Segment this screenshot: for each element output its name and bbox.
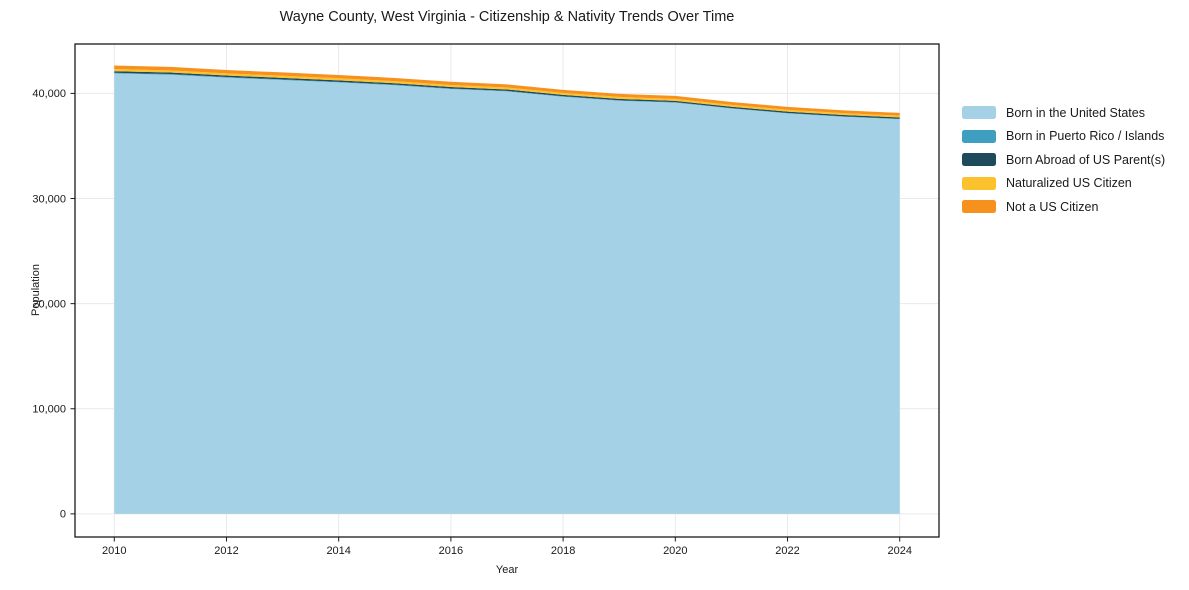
x-axis-label: Year — [495, 564, 519, 576]
legend-swatch — [962, 200, 996, 214]
x-tick-label: 2014 — [326, 545, 350, 557]
legend-label: Born Abroad of US Parent(s) — [1006, 152, 1166, 167]
area-naturalized-us-citizen — [114, 69, 900, 118]
legend: Born in the United States Born in Puerto … — [962, 101, 1165, 219]
x-tick-label: 2024 — [887, 545, 911, 557]
area-born-in-the-united-states — [114, 73, 900, 514]
legend-label: Born in the United States — [1006, 105, 1145, 120]
y-tick-label: 10,000 — [32, 404, 66, 416]
plot-frame — [74, 43, 940, 538]
y-tick-label: 30,000 — [32, 193, 66, 205]
x-tick-label: 2016 — [439, 545, 463, 557]
x-tick-label: 2018 — [551, 545, 575, 557]
y-tick-label: 0 — [60, 509, 66, 521]
legend-label: Born in Puerto Rico / Islands — [1006, 129, 1165, 144]
legend-item-0: Born in the United States — [962, 101, 1165, 125]
x-tick-label: 2012 — [214, 545, 238, 557]
x-tick-label: 2022 — [775, 545, 799, 557]
legend-label: Not a US Citizen — [1006, 199, 1099, 214]
x-tick-label: 2020 — [663, 545, 687, 557]
legend-swatch — [962, 153, 996, 167]
legend-swatch — [962, 176, 996, 190]
legend-label: Naturalized US Citizen — [1006, 176, 1132, 191]
y-tick-label: 20,000 — [32, 298, 66, 310]
legend-item-1: Born in Puerto Rico / Islands — [962, 125, 1165, 149]
area-not-a-us-citizen — [114, 65, 900, 116]
chart-title: Wayne County, West Virginia - Citizenshi… — [279, 9, 735, 25]
legend-item-2: Born Abroad of US Parent(s) — [962, 148, 1165, 172]
area-born-abroad-of-us-parent-s — [114, 71, 900, 119]
x-tick-label: 2010 — [102, 545, 126, 557]
legend-item-4: Not a US Citizen — [962, 195, 1165, 219]
legend-swatch — [962, 106, 996, 120]
legend-item-3: Naturalized US Citizen — [962, 172, 1165, 196]
legend-swatch — [962, 129, 996, 143]
y-tick-label: 40,000 — [32, 88, 66, 100]
